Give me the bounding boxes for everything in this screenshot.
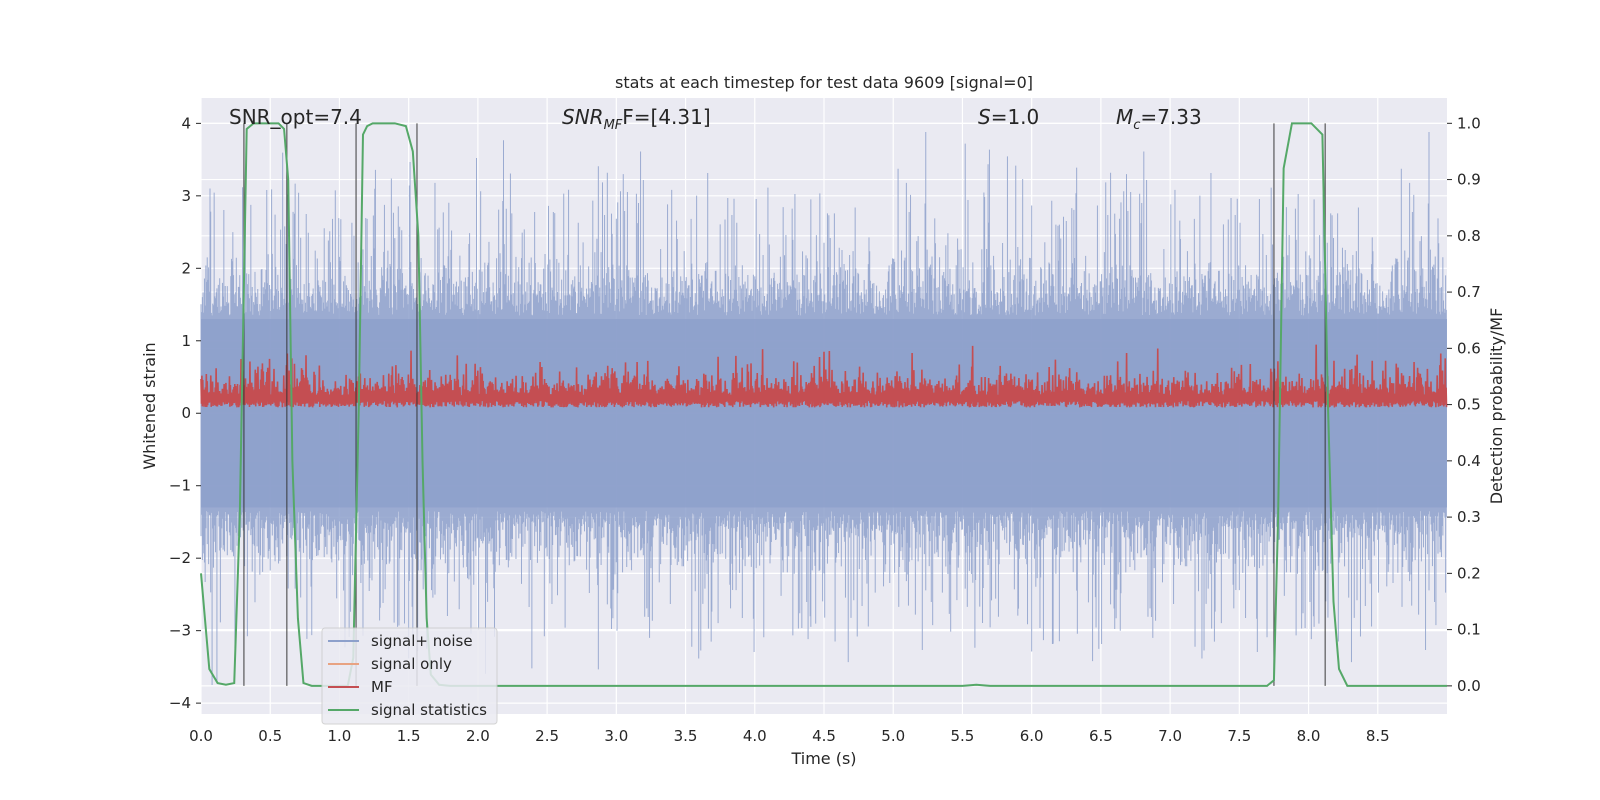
x-tick-label-1: 0.5 — [258, 727, 282, 745]
annotation-snr-opt: SNR_opt=7.4 — [229, 105, 362, 129]
annotation-mc-value: =7.33 — [1140, 105, 1201, 129]
x-tick-label-16: 8.0 — [1297, 727, 1321, 745]
x-tick-label-0: 0.0 — [189, 727, 213, 745]
y-tick-label-3: 1 — [181, 332, 191, 350]
x-tick-label-14: 7.0 — [1158, 727, 1182, 745]
y-tick-label-8: −4 — [169, 694, 191, 712]
y-tick-label-0: 4 — [181, 114, 191, 132]
x-tick-label-7: 3.5 — [674, 727, 698, 745]
y2-tick-label-6: 0.4 — [1457, 452, 1481, 470]
annotation-mc-subscript: c — [1133, 118, 1140, 133]
y-tick-label-6: −2 — [169, 549, 191, 567]
legend-box — [321, 627, 498, 725]
legend-label-signal-only: signal only — [371, 655, 452, 673]
legend-label-signal-statistics: signal statistics — [371, 701, 487, 719]
y-tick-label-2: 2 — [181, 259, 191, 277]
annotation-mc-symbol: M — [1116, 105, 1133, 129]
x-tick-label-11: 5.5 — [951, 727, 975, 745]
legend-label-mf: MF — [371, 678, 393, 696]
signal-statistics-line — [200, 122, 1447, 687]
annotation-snr-mf-value: F=[4.31] — [622, 105, 710, 129]
annotation-s-value: =1.0 — [991, 105, 1040, 129]
x-tick-label-6: 3.0 — [604, 727, 628, 745]
y2-tick-label-5: 0.5 — [1457, 396, 1481, 414]
x-tick-label-13: 6.5 — [1089, 727, 1113, 745]
y-tick-label-5: −1 — [169, 477, 191, 495]
y-tick-label-7: −3 — [169, 622, 191, 640]
y2-tick-label-10: 0.0 — [1457, 677, 1481, 695]
x-tick-label-15: 7.5 — [1227, 727, 1251, 745]
x-tick-label-4: 2.0 — [466, 727, 490, 745]
signal-statistics-series — [200, 122, 1447, 687]
annotation-snr-mf-symbol: SNR — [562, 105, 604, 129]
x-tick-label-8: 4.0 — [743, 727, 767, 745]
x-tick-label-3: 1.5 — [397, 727, 421, 745]
y2-tick-label-3: 0.7 — [1457, 283, 1481, 301]
vertical-markers — [243, 123, 1326, 686]
annotation-snr-mf-subscript: MF — [604, 118, 623, 133]
x-tick-label-9: 4.5 — [812, 727, 836, 745]
ticks: 0.0 0.5 1.0 1.5 2.0 2.5 3.0 3.5 4.0 4.5 5.0 5.5 6.0 6… — [169, 114, 1481, 745]
y2-tick-label-8: 0.2 — [1457, 564, 1481, 582]
legend-label-signal-noise: signal+ noise — [371, 632, 473, 650]
y-tick-label-1: 3 — [181, 187, 191, 205]
annotation-s-symbol: S — [978, 105, 991, 129]
y2-tick-label-1: 0.9 — [1457, 171, 1481, 189]
y2-tick-label-7: 0.3 — [1457, 508, 1481, 526]
mf-line — [200, 344, 1448, 408]
signal-noise-series — [200, 131, 1447, 686]
y-axis-label: Whitened strain — [140, 342, 159, 469]
x-tick-label-17: 8.5 — [1366, 727, 1390, 745]
annotation-mc: Mc=7.33 — [1116, 105, 1202, 133]
mf-series — [200, 344, 1448, 408]
annotation-snr-mf: SNRMFF=[4.31] — [562, 105, 711, 133]
x-axis-label: Time (s) — [790, 749, 856, 768]
legend: signal+ noise signal only MF signal stat… — [321, 627, 498, 725]
x-tick-label-5: 2.5 — [535, 727, 559, 745]
chart-title: stats at each timestep for test data 960… — [615, 73, 1033, 92]
y2-tick-label-9: 0.1 — [1457, 621, 1481, 639]
y2-axis-label: Detection probability/MF — [1487, 308, 1506, 505]
y2-tick-label-2: 0.8 — [1457, 227, 1481, 245]
x-tick-label-10: 5.0 — [881, 727, 905, 745]
x-tick-label-2: 1.0 — [328, 727, 352, 745]
y2-tick-label-4: 0.6 — [1457, 339, 1481, 357]
y-tick-label-4: 0 — [181, 404, 191, 422]
annotation-s: S=1.0 — [978, 105, 1039, 129]
x-tick-label-12: 6.0 — [1020, 727, 1044, 745]
y2-tick-label-0: 1.0 — [1457, 114, 1481, 132]
